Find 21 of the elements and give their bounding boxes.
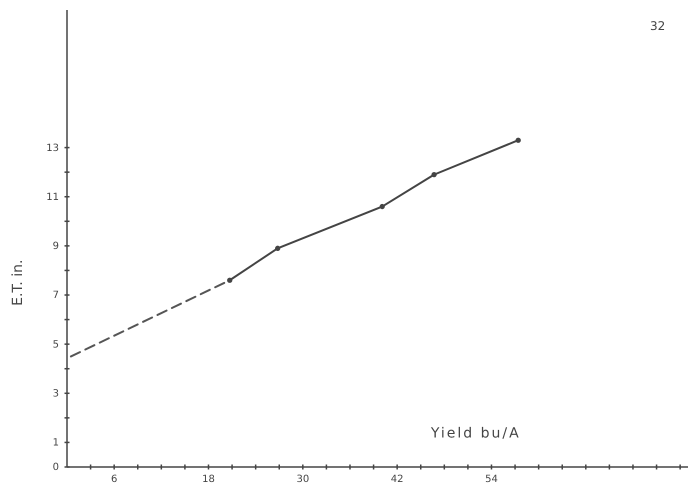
point (431, 172, 437, 178)
point (380, 204, 385, 210)
y-tick-label: 3 (52, 388, 59, 400)
point (516, 138, 521, 143)
y-tick-label: 9 (52, 241, 59, 252)
y-axis-title: E.T. in. (10, 260, 26, 306)
point (275, 246, 280, 251)
y-tick-label: 11 (46, 192, 59, 203)
x-tick-label: 6 (110, 474, 118, 486)
y-tick-label: 0 (52, 462, 59, 474)
x-tick-label: 18 (202, 474, 215, 486)
y-tick-label: 13 (46, 142, 59, 154)
x-tick-label: 54 (485, 474, 498, 486)
x-tick-label: 30 (296, 474, 310, 486)
annotation: 32 (650, 19, 666, 33)
x-tick-label: 42 (390, 474, 404, 486)
x-axis-title: Yield bu/A (430, 426, 521, 442)
y-tick-label: 5 (52, 339, 59, 350)
y-tick-label: 1 (52, 438, 59, 449)
point (227, 278, 232, 283)
y-tick-label: 7 (52, 290, 59, 302)
